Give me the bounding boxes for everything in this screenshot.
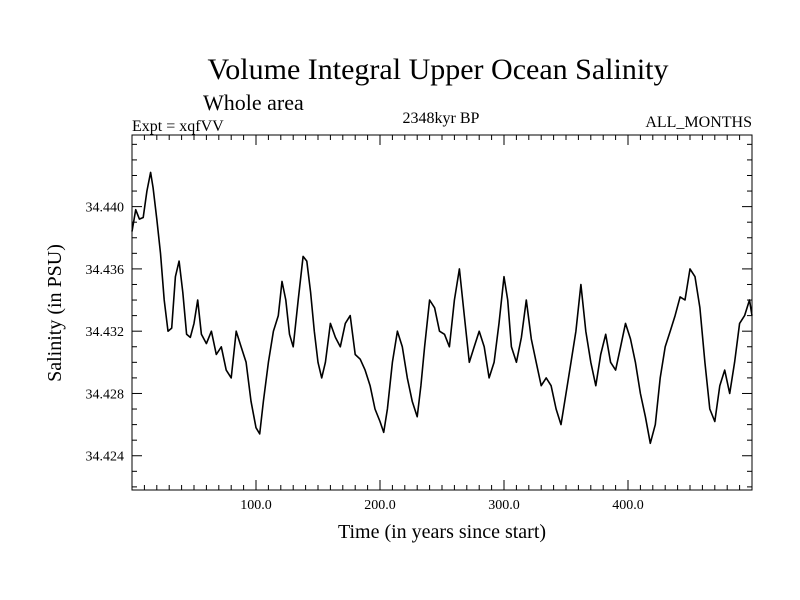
x-axis-ticks bbox=[143, 135, 741, 490]
y-tick-label: 34.432 bbox=[86, 325, 125, 340]
x-axis-label: Time (in years since start) bbox=[338, 521, 546, 543]
x-tick-label: 200.0 bbox=[364, 498, 396, 513]
salinity-series-line bbox=[131, 171, 753, 445]
y-tick-label: 34.436 bbox=[86, 263, 125, 278]
plot-frame bbox=[131, 134, 753, 491]
months-label: ALL_MONTHS bbox=[645, 114, 752, 131]
y-tick-label: 34.428 bbox=[86, 387, 125, 402]
y-tick-label: 34.440 bbox=[86, 201, 125, 216]
y-axis-ticks bbox=[132, 143, 752, 488]
chart-subtitle: Whole area bbox=[203, 90, 304, 115]
chart-title: Volume Integral Upper Ocean Salinity bbox=[208, 53, 669, 86]
y-axis-tick-labels: 34.424 34.428 34.432 34.436 34.440 bbox=[86, 201, 125, 465]
x-tick-label: 400.0 bbox=[612, 498, 644, 513]
x-axis-tick-labels: 100.0 200.0 300.0 400.0 bbox=[240, 498, 644, 513]
period-label: 2348kyr BP bbox=[403, 110, 480, 127]
experiment-label: Expt = xqfVV bbox=[132, 118, 224, 135]
x-tick-label: 100.0 bbox=[240, 498, 272, 513]
y-axis-label: Salinity (in PSU) bbox=[44, 244, 66, 382]
y-tick-label: 34.424 bbox=[86, 450, 125, 465]
x-tick-label: 300.0 bbox=[488, 498, 520, 513]
